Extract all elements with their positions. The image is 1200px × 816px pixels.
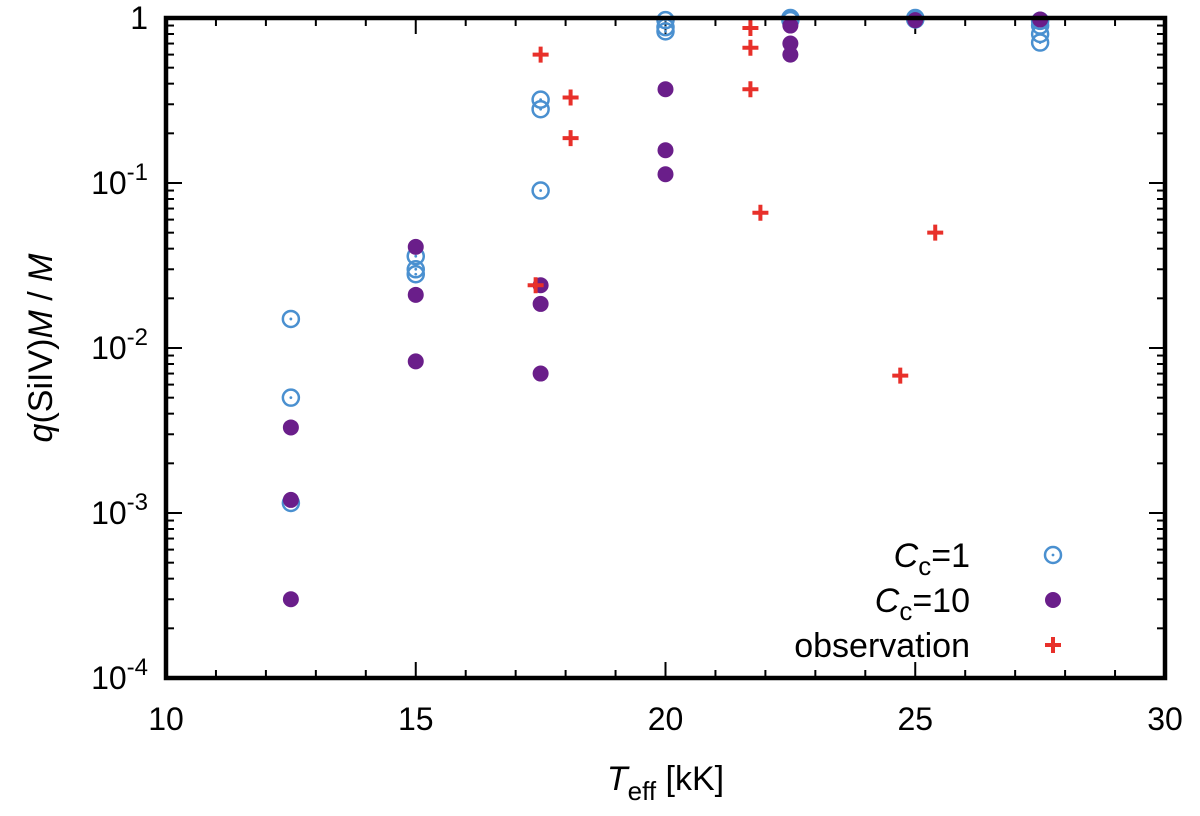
- y-axis-title-slash: /: [22, 282, 60, 310]
- x-tick-label: 10: [148, 701, 184, 737]
- series-2: [527, 19, 944, 384]
- data-point: [782, 46, 799, 63]
- y-axis-title: q(SiIV)M / M: [22, 253, 60, 443]
- y-axis-title-m1: M: [22, 310, 60, 339]
- data-points: [281, 8, 1050, 608]
- data-point: [406, 264, 425, 284]
- data-point: [282, 419, 299, 436]
- y-axis-title-q: q: [22, 423, 60, 442]
- data-point: [752, 204, 769, 221]
- data-point: [742, 19, 759, 36]
- data-point: [562, 89, 579, 106]
- x-axis-title-unit-text: [kK]: [666, 760, 725, 798]
- legend-label: Cc=1: [894, 537, 970, 581]
- data-point: [407, 353, 424, 370]
- data-point: [407, 238, 424, 255]
- x-tick-label: 30: [1147, 701, 1183, 737]
- x-tick-label: 15: [398, 701, 434, 737]
- data-point: [527, 277, 544, 294]
- data-point: [742, 81, 759, 98]
- y-tick-label: 10-1: [91, 159, 148, 201]
- data-point: [407, 286, 424, 303]
- data-point: [281, 388, 301, 407]
- legend-marker: [1043, 545, 1063, 565]
- data-point: [532, 365, 549, 382]
- axis-tick-labels: 10 15 20 25 30 10-4 10-3 10-2 10-1 1: [91, 0, 1183, 737]
- data-point: [742, 39, 759, 56]
- y-tick-label: 10-2: [91, 324, 148, 366]
- y-tick-label: 10-4: [91, 654, 148, 696]
- y-tick-label: 10-3: [91, 489, 148, 531]
- x-axis-title-unit: [656, 760, 665, 798]
- x-axis-title-main: T: [607, 760, 630, 798]
- data-point: [1030, 33, 1050, 52]
- data-point: [782, 35, 799, 52]
- data-point: [406, 260, 425, 279]
- data-point: [531, 99, 550, 119]
- legend-marker: [1045, 637, 1061, 653]
- data-point: [892, 367, 909, 384]
- y-axis-title-rest: (SiIV): [22, 339, 60, 424]
- data-point: [282, 491, 299, 508]
- data-point: [657, 142, 674, 159]
- x-tick-label: 25: [897, 701, 933, 737]
- x-axis-title: Teff [kK]: [607, 760, 724, 806]
- legend-label: Cc=10: [875, 582, 970, 626]
- data-point: [282, 591, 299, 608]
- data-point: [782, 17, 799, 34]
- data-point: [656, 22, 675, 41]
- data-point: [531, 181, 550, 200]
- data-point: [657, 81, 674, 98]
- data-point: [281, 309, 301, 329]
- data-point: [532, 295, 549, 312]
- data-point: [927, 224, 944, 241]
- x-tick-label: 20: [648, 701, 684, 737]
- x-axis-title-sub: eff: [628, 776, 657, 806]
- data-point: [562, 130, 579, 147]
- y-tick-label: 1: [130, 0, 148, 36]
- plot-frame: [163, 15, 1168, 681]
- legend-label: observation: [794, 627, 970, 665]
- data-point: [657, 166, 674, 183]
- y-axis-title-m2: M: [22, 253, 60, 282]
- series-1: [282, 11, 1049, 608]
- data-point: [532, 46, 549, 63]
- legend-marker: [1045, 592, 1061, 608]
